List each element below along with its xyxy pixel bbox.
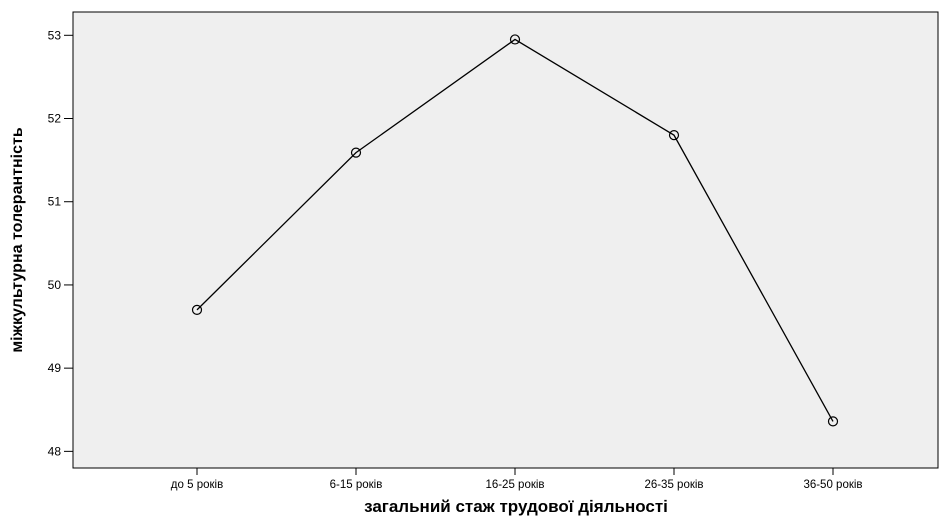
x-tick-label: 6-15 років bbox=[330, 479, 383, 491]
y-tick-label: 52 bbox=[48, 112, 62, 126]
y-tick-label: 51 bbox=[48, 195, 62, 209]
y-tick-label: 50 bbox=[48, 278, 62, 292]
data-point bbox=[668, 130, 680, 141]
y-tick-label: 48 bbox=[48, 444, 62, 458]
plot-area bbox=[72, 11, 939, 469]
x-axis: до 5 років 6-15 років 16-25 років 26-35 рок… bbox=[171, 468, 863, 491]
data-point bbox=[509, 34, 521, 45]
x-axis-title: загальний стаж трудової діяльності bbox=[364, 497, 668, 516]
x-tick-label: 16-25 років bbox=[485, 479, 544, 491]
x-tick-label: до 5 років bbox=[171, 479, 223, 491]
y-axis: 48 49 50 51 52 53 bbox=[48, 28, 73, 458]
data-point bbox=[827, 416, 839, 427]
x-tick-label: 26-35 років bbox=[644, 479, 703, 491]
series-line bbox=[196, 38, 834, 422]
y-tick-label: 49 bbox=[48, 361, 62, 375]
series-layer bbox=[191, 34, 839, 427]
y-tick-label: 53 bbox=[48, 28, 62, 42]
data-point bbox=[350, 147, 362, 158]
y-axis-title: міжкультурна толерантність bbox=[9, 127, 26, 352]
data-point bbox=[191, 304, 203, 315]
x-tick-label: 36-50 років bbox=[803, 479, 862, 491]
